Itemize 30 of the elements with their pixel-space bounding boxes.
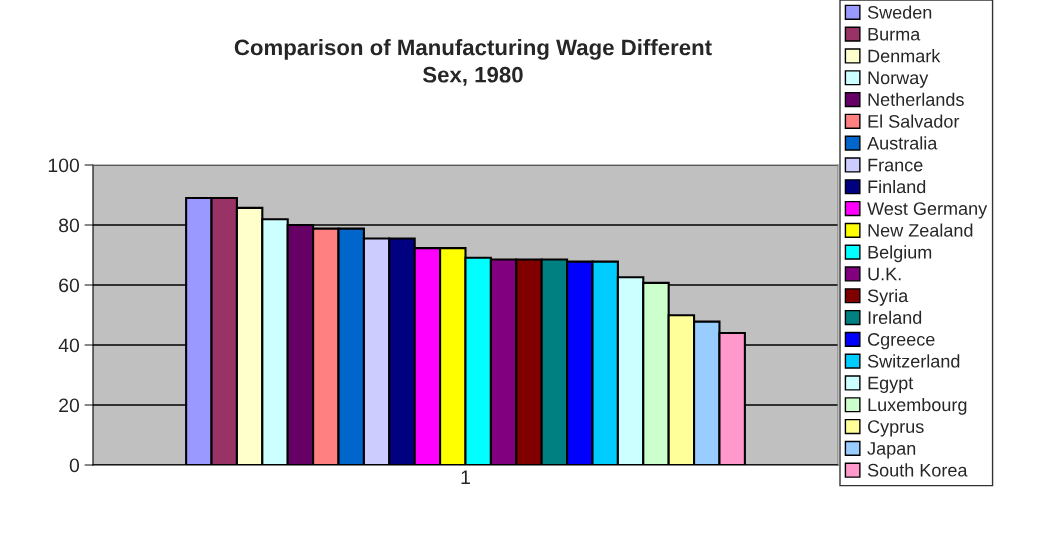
legend-label: Sweden: [867, 5, 932, 19]
y-tick-label: 60: [59, 278, 80, 293]
legend-label: Ireland: [868, 310, 922, 324]
y-tick-label: 100: [48, 158, 80, 173]
legend-label: Luxembourg: [868, 397, 967, 415]
legend-label: Netherlands: [868, 92, 964, 106]
legend-label: France: [868, 158, 923, 172]
legend-label: Japan: [867, 442, 916, 459]
legend-label: U.K.: [868, 267, 901, 281]
legend-label: Norway: [868, 71, 929, 88]
legend-label: Burma: [868, 27, 921, 41]
chart-title: Comparison of Manufacturing Wage Different Sex, 1980: [234, 39, 712, 86]
legend-label: Finland: [868, 179, 926, 194]
legend-label: Cyprus: [868, 420, 924, 437]
legend-label: Syria: [867, 288, 909, 306]
y-tick-label: 0: [69, 458, 80, 473]
legend-label: Cgreece: [868, 333, 935, 350]
legend-label: Switzerland: [867, 354, 960, 368]
legend-label: South Korea: [867, 463, 968, 477]
y-tick-label: 80: [59, 218, 80, 233]
y-tick-label: 40: [58, 338, 80, 353]
legend-label: West Germany: [867, 202, 988, 219]
legend-label: New Zealand: [868, 223, 973, 237]
legend-label: Belgium: [868, 245, 932, 263]
x-tick-label: 1: [461, 470, 470, 484]
legend-label: El Salvador: [868, 114, 960, 128]
legend-label: Denmark: [868, 49, 941, 63]
legend-label: Australia: [867, 136, 938, 150]
legend-label: Egypt: [868, 376, 914, 393]
y-tick-label: 20: [59, 398, 80, 413]
